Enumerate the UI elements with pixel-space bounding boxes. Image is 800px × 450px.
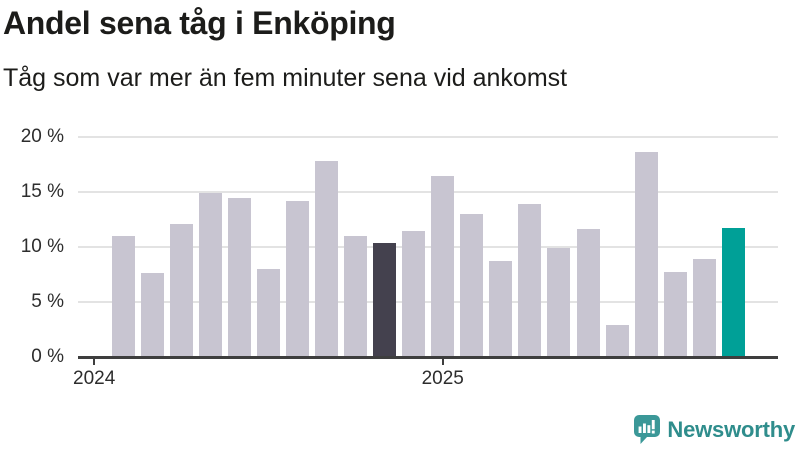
y-axis-label: 5 % xyxy=(31,291,64,312)
bar xyxy=(111,236,135,357)
bar xyxy=(198,193,222,357)
bar xyxy=(169,223,193,357)
bar xyxy=(227,197,251,357)
y-axis-label: 20 % xyxy=(20,126,64,147)
newsworthy-logo[interactable]: Newsworthy xyxy=(634,415,795,445)
bar xyxy=(431,175,455,357)
bar xyxy=(634,152,658,357)
bar xyxy=(402,230,426,357)
x-axis-tick xyxy=(93,359,96,365)
x-axis-line xyxy=(78,356,778,359)
gridline-10 xyxy=(78,246,778,248)
x-axis-label: 2025 xyxy=(421,368,464,389)
bar xyxy=(315,161,339,357)
bar xyxy=(140,273,164,357)
gridline-15 xyxy=(78,191,778,193)
bar xyxy=(518,204,542,357)
gridline-20 xyxy=(78,136,778,138)
bar xyxy=(663,272,687,357)
y-axis-label: 0 % xyxy=(31,346,64,367)
newsworthy-bubble-chart-icon xyxy=(634,415,661,445)
bar xyxy=(692,259,716,357)
bar xyxy=(547,248,571,357)
bar xyxy=(256,269,280,357)
y-axis-label: 15 % xyxy=(20,181,64,202)
x-axis-tick xyxy=(441,359,444,365)
chart-subtitle: Tåg som var mer än fem minuter sena vid … xyxy=(3,64,568,92)
x-axis-label: 2024 xyxy=(73,368,116,389)
bar xyxy=(721,228,745,357)
bar xyxy=(576,229,600,357)
y-axis-label: 10 % xyxy=(20,236,64,257)
bar xyxy=(460,214,484,357)
gridline-5 xyxy=(78,301,778,303)
bar xyxy=(344,236,368,357)
bar xyxy=(286,200,309,357)
bar xyxy=(373,242,397,357)
chart-title: Andel sena tåg i Enköping xyxy=(3,5,396,41)
newsworthy-wordmark: Newsworthy xyxy=(667,417,795,442)
bar xyxy=(605,325,629,357)
bar xyxy=(489,261,513,357)
